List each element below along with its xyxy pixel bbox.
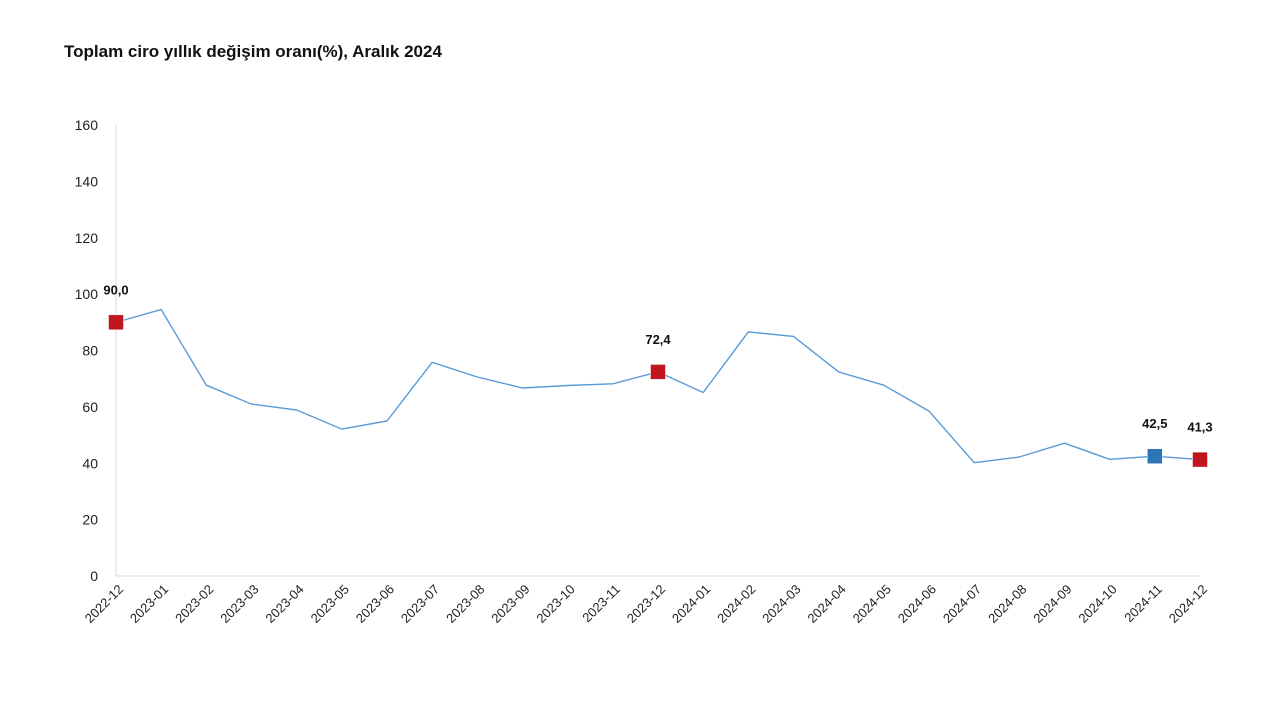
x-tick-label: 2024-05	[850, 582, 894, 626]
x-tick-label: 2023-08	[443, 582, 487, 626]
x-tick-label: 2024-10	[1075, 582, 1119, 626]
x-tick-label: 2023-09	[488, 582, 532, 626]
x-tick-label: 2023-12	[624, 582, 668, 626]
y-tick-label: 140	[75, 173, 99, 189]
data-point-marker	[1147, 448, 1163, 464]
x-tick-label: 2024-12	[1166, 582, 1210, 626]
y-tick-label: 160	[75, 117, 99, 133]
x-tick-label: 2023-01	[127, 582, 171, 626]
x-tick-label: 2024-04	[804, 582, 848, 626]
y-tick-label: 40	[82, 455, 98, 471]
y-tick-label: 100	[75, 286, 99, 302]
chart-markers	[108, 314, 1208, 468]
x-tick-label: 2023-07	[398, 582, 442, 626]
x-axis-ticks: 2022-12 2023-01 2023-02 2023-03 2023-04 2023-…	[82, 582, 1210, 626]
data-point-marker	[650, 364, 666, 380]
chart-title: Toplam ciro yıllık değişim oranı(%), Ara…	[64, 42, 442, 61]
y-tick-label: 120	[75, 230, 99, 246]
y-tick-label: 80	[82, 343, 98, 359]
y-tick-label: 0	[90, 568, 98, 584]
x-tick-label: 2024-07	[940, 582, 984, 626]
x-tick-label: 2024-01	[669, 582, 713, 626]
x-tick-label: 2024-02	[714, 582, 758, 626]
x-tick-label: 2024-09	[1030, 582, 1074, 626]
data-point-marker	[108, 314, 124, 331]
data-point-marker	[1192, 451, 1208, 468]
x-tick-label: 2023-06	[353, 582, 397, 626]
x-tick-label: 2024-11	[1121, 582, 1165, 626]
data-label: 72,4	[645, 332, 671, 347]
x-tick-label: 2024-08	[985, 582, 1029, 626]
x-tick-label: 2023-11	[579, 582, 623, 626]
x-tick-label: 2023-02	[172, 582, 216, 626]
y-tick-label: 20	[82, 512, 98, 528]
data-label: 42,5	[1142, 416, 1167, 431]
data-label: 90,0	[103, 282, 128, 297]
x-tick-label: 2024-06	[895, 582, 939, 626]
y-axis-ticks: 0 20 40 60 80 100 120 140 160	[75, 117, 99, 584]
chart-data-labels: 90,0 72,4 42,5 41,3	[103, 282, 1212, 434]
x-tick-label: 2023-03	[217, 582, 261, 626]
x-tick-label: 2024-03	[759, 582, 803, 626]
y-tick-label: 60	[82, 399, 98, 415]
chart-axes	[115, 125, 1200, 577]
x-tick-label: 2023-10	[533, 582, 577, 626]
x-tick-label: 2023-04	[262, 582, 306, 626]
x-tick-label: 2023-05	[308, 582, 352, 626]
data-label: 41,3	[1187, 420, 1212, 435]
x-tick-label: 2022-12	[82, 582, 126, 626]
